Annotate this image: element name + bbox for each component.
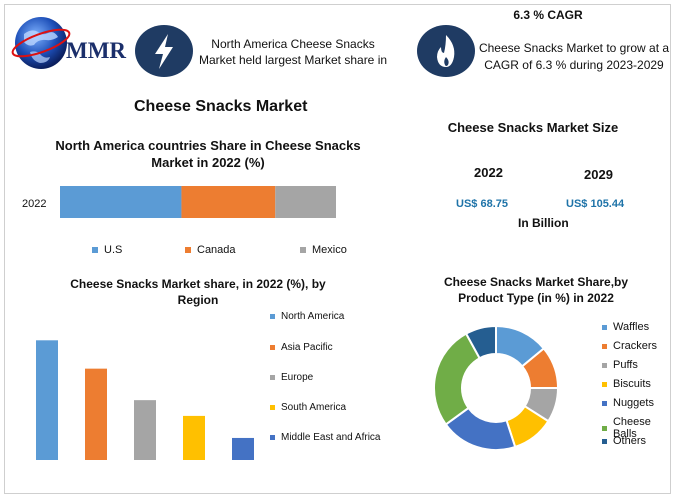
stacked-chart-title: North America countries Share in Cheese … [55,138,361,170]
bar-segment-us [60,186,182,218]
legend-swatch [92,247,98,253]
donut-legend-item: Crackers [602,340,657,352]
donut-legend-item: Biscuits [602,378,651,390]
stat2-badge [417,25,475,77]
legend-mexico: Mexico [300,244,347,256]
legend-label: Biscuits [613,378,651,390]
legend-swatch [602,438,607,444]
legend-label: Nuggets [613,397,654,409]
legend-swatch [300,247,306,253]
region-chart-title: Cheese Snacks Market share, in 2022 (%),… [70,277,326,307]
unit-label: In Billion [518,216,569,230]
globe-logo-icon [11,17,71,69]
donut-legend-item: Nuggets [602,397,654,409]
donut-chart-title: Cheese Snacks Market Share,by Product Ty… [443,275,629,305]
infographic-frame [4,4,671,494]
legend-canada: Canada [185,244,236,256]
stat1-text: North America Cheese Snacks Market held … [198,37,388,67]
region-bar-north-america [36,340,58,460]
region-bar-middle-east-and-africa [232,437,254,460]
legend-label: South America [281,402,347,413]
bar-segment-mexico [275,186,336,218]
stat1-badge [135,25,193,77]
region-bar-chart [36,340,254,460]
donut-legend-item: Puffs [602,359,638,371]
region-bar-europe [134,400,156,460]
flame-icon [437,35,455,67]
main-title: Cheese Snacks Market [134,98,308,115]
legend-swatch [270,375,275,380]
cagr-title: 6.3 % CAGR [513,8,583,22]
region-bar-asia-pacific [85,368,107,460]
donut-legend-item: Cheese Balls [602,416,677,440]
legend-swatch [270,435,275,440]
legend-label: Cheese Balls [612,416,651,440]
legend-swatch [270,345,275,350]
legend-label: Others [613,435,647,447]
donut-chart [433,324,560,451]
legend-swatch [270,405,275,410]
donut-legend-item: Waffles [602,321,649,333]
bar-segment-canada [181,186,276,218]
legend-swatch [185,247,191,253]
legend-label: U.S [104,244,123,256]
legend-label: Canada [197,244,236,256]
legend-label: Asia Pacific [281,342,333,353]
donut-legend-item: Others [602,435,646,447]
legend-swatch [602,425,607,431]
region-legend-item: South America [270,402,346,413]
legend-swatch [602,362,607,368]
legend-label: North America [281,311,345,322]
logo-text: MMR [66,38,127,63]
region-legend-item: Middle East and Africa [270,432,381,443]
legend-label: Mexico [312,244,347,256]
legend-swatch [602,381,607,387]
donut-slice-others [464,324,497,360]
donut-slice-cheese-balls [433,332,481,426]
legend-swatch [270,314,275,319]
value-2022: US$ 68.75 [456,198,508,210]
legend-swatch [602,343,607,349]
legend-label: Puffs [613,359,638,371]
market-size-title: Cheese Snacks Market Size [447,120,619,135]
lightning-icon [155,34,173,69]
region-bar-south-america [183,415,205,460]
stacked-category-label: 2022 [22,198,47,210]
year-2022: 2022 [474,165,503,180]
legend-label: Middle East and Africa [281,432,381,443]
legend-label: Europe [281,372,314,383]
value-2029: US$ 105.44 [566,198,625,210]
legend-us: U.S [92,244,122,256]
legend-swatch [602,400,607,406]
legend-swatch [602,324,607,330]
legend-label: Waffles [613,321,650,333]
stat2-text: Cheese Snacks Market to grow at a CAGR o… [478,41,670,72]
region-legend-item: North America [270,311,344,322]
region-legend-item: Europe [270,372,313,383]
year-2029: 2029 [584,167,613,182]
stacked-bar-chart [60,186,336,218]
legend-label: Crackers [613,340,658,352]
region-legend-item: Asia Pacific [270,342,333,353]
